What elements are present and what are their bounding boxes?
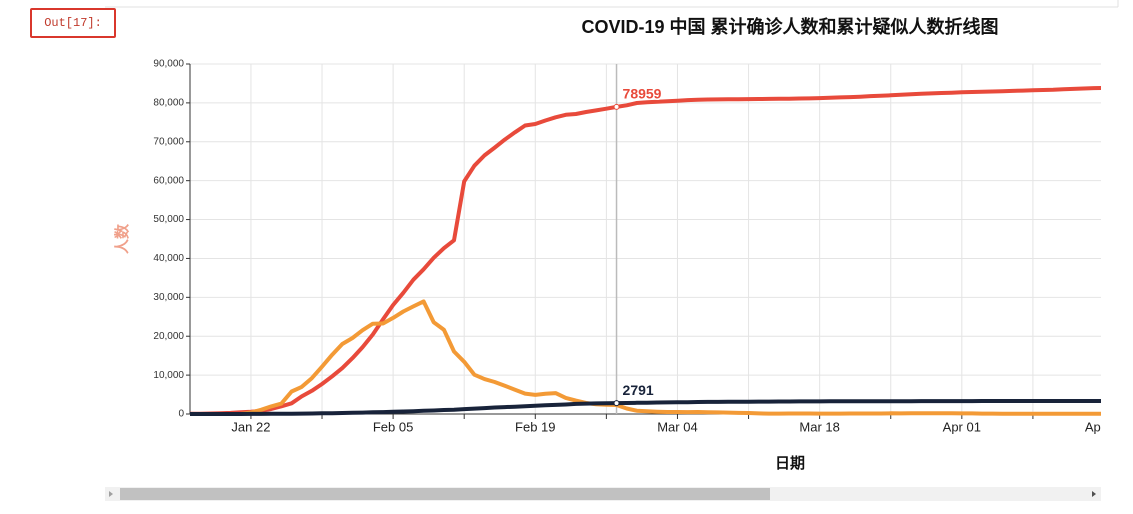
y-tick-label: 50,000 (153, 214, 184, 225)
series-line (190, 399, 1101, 416)
scroll-left[interactable] (109, 491, 113, 497)
scroll-right[interactable] (1092, 491, 1096, 497)
x-axis-label: 日期 (775, 454, 805, 472)
y-tick-label: 70,000 (153, 136, 184, 147)
chart-title: COVID-19 中国 累计确诊人数和累计疑似人数折线图 (581, 16, 998, 37)
y-tick-label: 10,000 (153, 370, 184, 381)
plot-area: 0 10,000 20,000 30,000 40,000 50,000 60,000 70,… (153, 59, 1123, 434)
x-tick-label: Jan 22 (231, 419, 270, 434)
x-tick-label: Mar 04 (657, 419, 697, 434)
data-label: 78959 (623, 86, 662, 102)
series-line (190, 299, 1101, 416)
y-axis-label: 人数 (113, 223, 131, 254)
y-tick-label: 40,000 (153, 253, 184, 264)
output-prompt: Out[17]: (30, 8, 116, 38)
x-tick-label: Feb 19 (515, 419, 555, 434)
data-label: 2791 (623, 382, 654, 398)
y-tick-label: 60,000 (153, 175, 184, 186)
series-line (190, 85, 1101, 416)
y-tick-label: 0 (178, 409, 184, 420)
highlight-point (613, 103, 620, 110)
y-tick-label: 90,000 (153, 59, 184, 70)
y-tick-label: 30,000 (153, 292, 184, 303)
x-tick-label: Mar 18 (799, 419, 839, 434)
x-tick-label: Apr 15 (1085, 419, 1123, 434)
y-tick-label: 80,000 (153, 98, 184, 109)
y-tick-label: 20,000 (153, 331, 184, 342)
x-tick-label: Feb 05 (373, 419, 413, 434)
x-tick-label: Apr 01 (943, 419, 981, 434)
scrollbar-thumb[interactable] (120, 488, 770, 500)
highlight-point (613, 400, 620, 407)
